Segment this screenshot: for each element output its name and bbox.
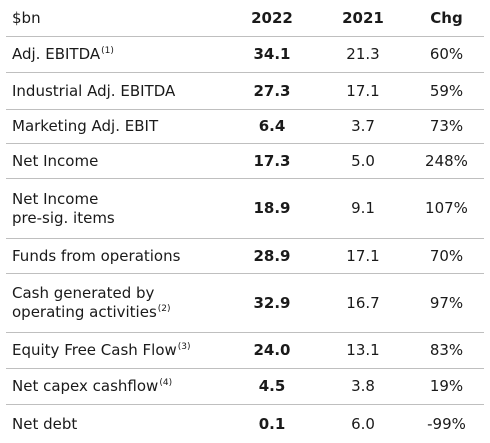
value-2021: 3.7 — [351, 117, 375, 135]
row-label-line1: Cash generated by — [12, 284, 155, 302]
value-2021: 16.7 — [346, 293, 380, 312]
value-change: 83% — [429, 341, 464, 359]
row-label-line2-wrap: operating activities(2) — [12, 303, 227, 322]
value-change: 19% — [429, 377, 464, 395]
value-2021: 17.1 — [346, 81, 380, 100]
row-label: Cash generated by operating activities(2) — [6, 284, 227, 322]
header-unit-label: $bn — [12, 8, 41, 27]
footnote-marker: (1) — [101, 46, 114, 56]
value-2022: 24.0 — [253, 341, 291, 359]
row-label: Marketing Adj. EBIT — [12, 117, 159, 135]
value-change: 60% — [429, 45, 464, 63]
value-2022: 27.3 — [253, 81, 291, 100]
value-change: 248% — [425, 151, 468, 170]
row-label: Net Income — [12, 151, 99, 170]
row-label: Industrial Adj. EBITDA — [12, 81, 176, 100]
footnote-marker: (2) — [157, 304, 171, 314]
value-2022: 4.5 — [258, 377, 286, 395]
table-row-net-debt: Net debt 0.1 6.0 -99% — [6, 405, 484, 443]
value-2021: 13.1 — [346, 341, 380, 359]
row-label-text: Net capex cashflow — [12, 377, 159, 395]
value-2021: 9.1 — [351, 199, 375, 217]
table-row-cash-generated: Cash generated by operating activities(2)… — [6, 274, 484, 333]
row-label-text: Adj. EBITDA — [12, 45, 101, 63]
table-row-equity-free-cash-flow: Equity Free Cash Flow(3) 24.0 13.1 83% — [6, 333, 484, 369]
row-label-text: Equity Free Cash Flow — [12, 341, 177, 359]
value-2022: 32.9 — [253, 293, 291, 312]
row-label: Net capex cashflow(4) — [6, 377, 227, 396]
value-2021: 17.1 — [346, 246, 380, 265]
value-2021: 21.3 — [346, 45, 380, 63]
value-2022: 18.9 — [253, 199, 291, 217]
table-row-industrial-adj-ebitda: Industrial Adj. EBITDA 27.3 17.1 59% — [6, 73, 484, 110]
value-2021: 6.0 — [351, 414, 375, 433]
row-label: Net debt — [12, 414, 78, 433]
row-label-line1: Net Income — [12, 189, 99, 208]
value-change: 107% — [425, 199, 468, 217]
value-change: 59% — [429, 81, 464, 100]
row-label: Funds from operations — [12, 246, 181, 265]
row-label-line2: operating activities — [12, 303, 157, 321]
header-2022: 2022 — [251, 8, 293, 27]
value-2021: 3.8 — [351, 377, 375, 395]
value-change: 73% — [429, 117, 464, 135]
value-change: -99% — [427, 414, 466, 433]
row-label: Equity Free Cash Flow(3) — [6, 341, 227, 360]
table-row-funds-from-operations: Funds from operations 28.9 17.1 70% — [6, 239, 484, 274]
header-change: Chg — [430, 8, 463, 27]
table-row-net-income: Net Income 17.3 5.0 248% — [6, 144, 484, 179]
table-row-marketing-adj-ebit: Marketing Adj. EBIT 6.4 3.7 73% — [6, 110, 484, 144]
value-2022: 34.1 — [253, 45, 291, 63]
value-2022: 17.3 — [253, 151, 291, 170]
value-2022: 6.4 — [258, 117, 286, 135]
footnote-marker: (4) — [159, 378, 173, 388]
row-label: Net Income pre-sig. items — [6, 190, 227, 228]
table-header-row: $bn 2022 2021 Chg — [6, 0, 484, 37]
value-2021: 5.0 — [351, 151, 375, 170]
table-row-adj-ebitda: Adj. EBITDA(1) 34.1 21.3 60% — [6, 37, 484, 73]
value-2022: 0.1 — [258, 414, 286, 433]
value-2022: 28.9 — [253, 246, 291, 265]
table-row-net-capex-cashflow: Net capex cashflow(4) 4.5 3.8 19% — [6, 369, 484, 405]
footnote-marker: (3) — [177, 342, 191, 352]
header-2021: 2021 — [342, 8, 384, 27]
value-change: 70% — [429, 246, 464, 265]
value-change: 97% — [429, 293, 464, 312]
row-label: Adj. EBITDA(1) — [6, 45, 227, 64]
row-label-line2: pre-sig. items — [12, 208, 115, 227]
table-row-net-income-pre-sig: Net Income pre-sig. items 18.9 9.1 107% — [6, 179, 484, 239]
